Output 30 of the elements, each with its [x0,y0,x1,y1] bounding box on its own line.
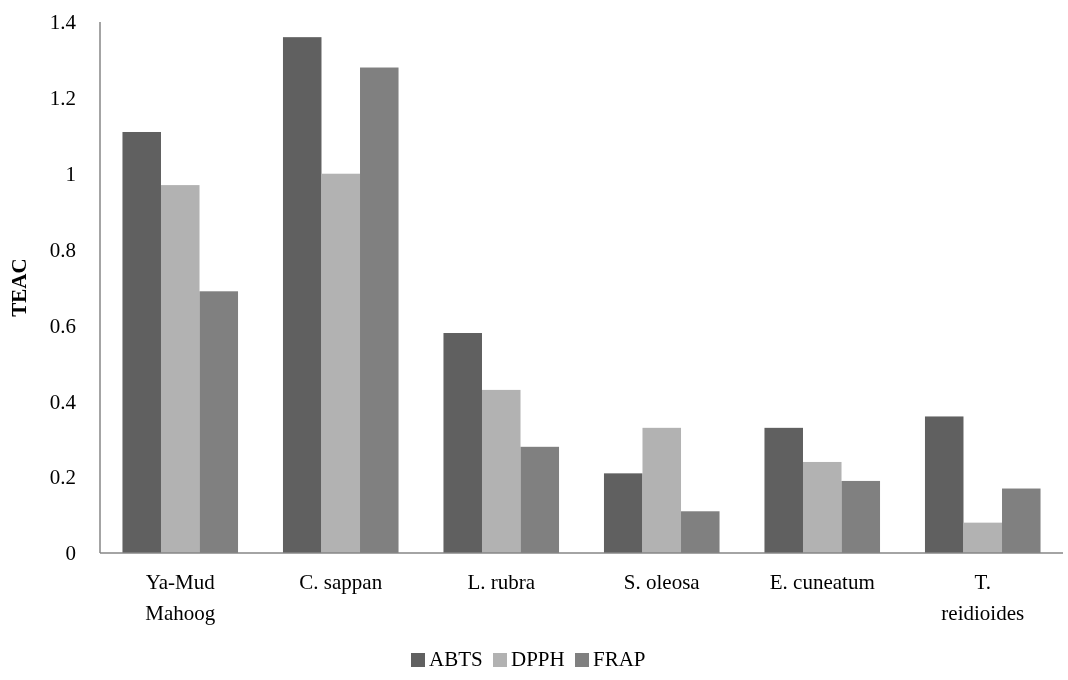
bar [321,173,361,553]
bar [802,461,842,553]
y-tick-label: 1 [65,162,76,187]
bar [282,37,322,553]
y-tick-label: 0.6 [49,313,76,338]
bar [122,131,161,553]
y-tick-label: 0.8 [49,237,76,262]
bar [443,333,482,553]
y-tick-label: 0 [65,541,76,566]
legend-label: DPPH [511,647,565,671]
x-tick-label: S. oleosa [623,570,701,594]
bar [642,427,682,553]
y-axis-title: TEAC [7,258,31,317]
y-tick-label: 1.2 [49,86,76,111]
bar [160,185,200,553]
y-tick-label: 0.4 [49,389,77,414]
x-tick-label: Ya-Mud Mahoog [145,570,216,625]
bar [963,522,1003,553]
y-tick-label: 1.4 [49,10,77,35]
x-tick-label: T. reidioides [941,570,1025,625]
legend-label: ABTS [429,647,483,671]
y-tick-label: 0.2 [49,465,76,490]
bar [603,473,643,553]
bar [764,427,803,553]
bar [481,389,521,553]
x-tick-label: E. cuneatum [769,570,875,594]
bar [924,416,964,553]
x-tick-label: C. sappan [299,570,383,594]
x-tick-label: L. rubra [467,570,536,594]
legend-label: FRAP [593,647,646,671]
